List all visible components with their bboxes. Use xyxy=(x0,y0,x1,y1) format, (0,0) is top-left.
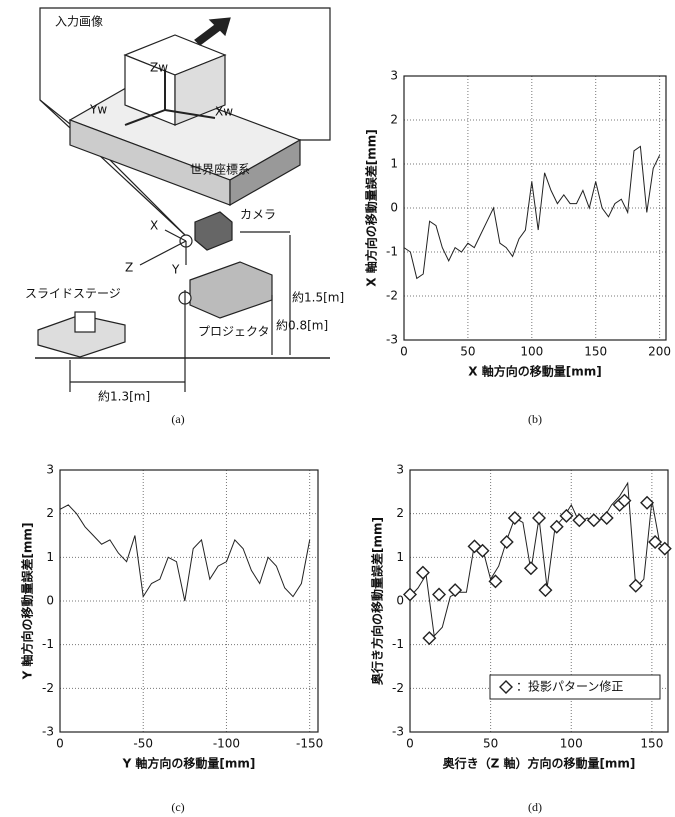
y-axis-title: 奥行き方向の移動量誤差[mm] xyxy=(370,517,385,685)
x-tick-label: 100 xyxy=(560,737,583,751)
label: Y xyxy=(171,263,180,277)
x-axis-title: X 軸方向の移動量[mm] xyxy=(468,364,601,379)
label: Xw xyxy=(215,105,233,119)
captions: (a) (b) (c) (d) xyxy=(171,412,542,814)
data-line xyxy=(410,483,668,636)
label: 約0.8[m] xyxy=(276,318,328,333)
label: 入力画像 xyxy=(55,15,103,29)
y-tick-label: 0 xyxy=(390,201,398,215)
x-tick-label: 50 xyxy=(483,737,498,751)
x-tick-label: -150 xyxy=(296,737,323,751)
projector xyxy=(190,262,272,318)
marker xyxy=(509,512,521,524)
marker xyxy=(588,514,600,526)
y-tick-label: 3 xyxy=(390,69,398,83)
stage-block xyxy=(75,312,95,332)
y-tick-label: 1 xyxy=(46,550,54,564)
label: 世界座標系 xyxy=(190,162,250,177)
y-tick-label: -1 xyxy=(42,637,54,651)
x-axis-title: 奥行き（Z 軸）方向の移動量[mm] xyxy=(443,756,636,771)
label: Zw xyxy=(150,61,168,75)
marker xyxy=(649,536,661,548)
y-tick-label: 2 xyxy=(396,506,404,520)
x-tick-label: 50 xyxy=(460,345,475,359)
y-tick-label: 3 xyxy=(396,463,404,477)
axis-z xyxy=(140,241,186,265)
x-tick-label: 150 xyxy=(584,345,607,359)
marker xyxy=(489,575,501,587)
y-tick-label: -2 xyxy=(386,289,398,303)
y-tick-label: -3 xyxy=(42,725,54,739)
caption: (a) xyxy=(171,412,184,426)
y-tick-label: 3 xyxy=(46,463,54,477)
marker xyxy=(525,562,537,574)
y-tick-label: 0 xyxy=(46,594,54,608)
caption: (c) xyxy=(171,800,184,814)
x-tick-label: 0 xyxy=(400,345,408,359)
label: プロジェクタ xyxy=(198,325,270,339)
x-tick-label: 0 xyxy=(56,737,64,751)
figure: 入力画像 Zw Yw Xw 世界座標系 X カメラ Z Y スライドステージ 約… xyxy=(0,0,675,817)
y-tick-label: -2 xyxy=(42,681,54,695)
y-axis-title: Y 軸方向の移動量誤差[mm] xyxy=(20,523,35,681)
marker xyxy=(501,536,513,548)
x-tick-label: 150 xyxy=(640,737,663,751)
marker xyxy=(539,584,551,596)
marker xyxy=(573,514,585,526)
marker xyxy=(449,584,461,596)
marker xyxy=(433,588,445,600)
y-tick-label: 2 xyxy=(46,506,54,520)
data-line xyxy=(60,505,310,601)
y-tick-label: -2 xyxy=(392,681,404,695)
marker xyxy=(560,510,572,522)
label: カメラ xyxy=(240,208,276,222)
x-tick-label: 200 xyxy=(648,345,671,359)
label: X xyxy=(150,219,158,233)
y-axis-title: X 軸方向の移動量誤差[mm] xyxy=(364,129,379,286)
y-tick-label: 0 xyxy=(396,594,404,608)
caption: (b) xyxy=(528,412,542,426)
y-tick-label: -1 xyxy=(386,245,398,259)
label: Yw xyxy=(89,103,107,117)
diagram xyxy=(35,8,330,392)
caption: (d) xyxy=(528,800,542,814)
marker xyxy=(533,512,545,524)
x-tick-label: -100 xyxy=(213,737,240,751)
label: スライドステージ xyxy=(25,287,121,301)
marker xyxy=(404,588,416,600)
x-axis-title: Y 軸方向の移動量[mm] xyxy=(122,756,256,771)
y-tick-label: -3 xyxy=(386,333,398,347)
label: Z xyxy=(125,261,133,275)
marker xyxy=(630,580,642,592)
y-tick-label: -1 xyxy=(392,637,404,651)
marker xyxy=(417,567,429,579)
y-tick-label: 1 xyxy=(396,550,404,564)
camera xyxy=(195,212,232,250)
x-tick-label: 0 xyxy=(406,737,414,751)
label: 約1.5[m] xyxy=(292,290,344,305)
y-tick-label: 2 xyxy=(390,113,398,127)
x-tick-label: -50 xyxy=(133,737,153,751)
y-tick-label: 1 xyxy=(390,157,398,171)
label: 約1.3[m] xyxy=(98,389,150,404)
y-tick-label: -3 xyxy=(392,725,404,739)
x-tick-label: 100 xyxy=(520,345,543,359)
marker xyxy=(551,521,563,533)
legend-label: ：投影パターン修正 xyxy=(516,679,623,694)
